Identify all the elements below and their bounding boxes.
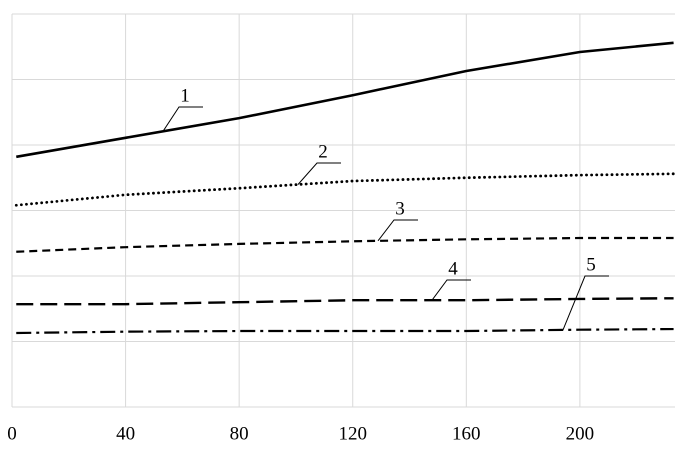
series-label: 3 <box>395 198 405 219</box>
leader-line <box>431 279 471 301</box>
line-series <box>16 236 674 253</box>
x-tick-label: 120 <box>338 423 367 444</box>
line-series <box>14 172 675 207</box>
x-tick-label: 200 <box>566 423 595 444</box>
series-label: 1 <box>180 85 190 106</box>
leader-line <box>162 106 203 132</box>
x-tick-label: 40 <box>116 423 135 444</box>
line-series <box>16 297 674 306</box>
leader-line <box>297 162 341 185</box>
line-series <box>16 327 674 335</box>
series-label: 4 <box>448 258 458 279</box>
series-label: 2 <box>318 141 328 162</box>
x-tick-label: 160 <box>452 423 481 444</box>
x-tick-label: 0 <box>7 423 17 444</box>
series-label: 5 <box>586 254 596 275</box>
leader-line <box>562 275 609 331</box>
leader-line <box>377 219 418 242</box>
line-series <box>16 41 674 159</box>
x-tick-label: 80 <box>230 423 249 444</box>
